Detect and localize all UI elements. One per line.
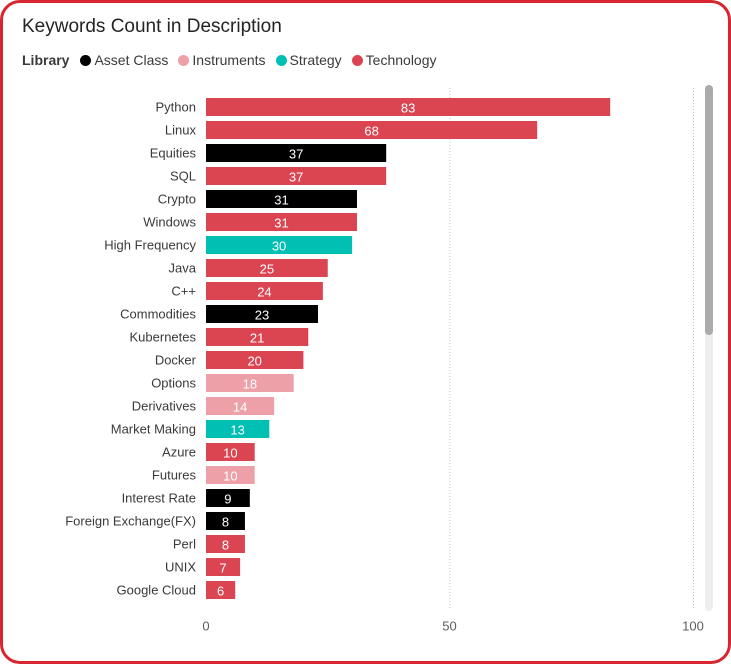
category-label-java: Java	[169, 261, 197, 276]
legend-label-asset-class: Asset Class	[94, 52, 169, 68]
category-label-docker: Docker	[155, 353, 197, 368]
bar-value-label-linux: 68	[364, 124, 378, 139]
bar-value-label-options: 18	[243, 377, 257, 392]
bar-windows[interactable]	[206, 213, 357, 231]
bar-chart-plot: 836837373131302524232120181413101098876 …	[65, 88, 704, 634]
legend-title: Library	[22, 52, 70, 68]
legend: Library Asset Class Instruments Strategy…	[22, 51, 447, 69]
bar-value-label-java: 25	[260, 262, 274, 277]
category-label-perl: Perl	[173, 537, 196, 552]
bar-value-label-cplusplus: 24	[257, 285, 271, 300]
bar-value-label-perl: 8	[222, 538, 229, 553]
bar-value-label-interest-rate: 9	[224, 492, 231, 507]
category-label-google-cloud: Google Cloud	[117, 583, 197, 598]
x-tick-label: 100	[682, 619, 704, 634]
legend-item-asset-class[interactable]: Asset Class	[80, 51, 168, 69]
vertical-scrollbar[interactable]	[705, 85, 713, 611]
bar-value-label-market-making: 13	[230, 423, 244, 438]
bar-kubernetes[interactable]	[206, 328, 309, 346]
bar-value-label-derivatives: 14	[233, 400, 247, 415]
gridlines	[449, 88, 694, 609]
category-label-windows: Windows	[143, 215, 196, 230]
chart-title: Keywords Count in Description	[22, 16, 282, 37]
bar-value-label-unix: 7	[219, 561, 226, 576]
bar-unix[interactable]	[206, 558, 241, 576]
category-label-crypto: Crypto	[158, 192, 196, 207]
bar-value-label-kubernetes: 21	[250, 331, 264, 346]
legend-label-instruments: Instruments	[192, 52, 266, 68]
scrollbar-thumb[interactable]	[705, 85, 713, 335]
legend-marker-instruments	[178, 54, 190, 66]
bar-perl[interactable]	[206, 535, 245, 553]
bar-docker[interactable]	[206, 351, 304, 369]
bar-value-label-azure: 10	[223, 446, 237, 461]
category-label-derivatives: Derivatives	[132, 399, 197, 414]
legend-item-instruments[interactable]: Instruments	[178, 51, 266, 69]
bar-crypto[interactable]	[206, 190, 357, 208]
value-axis: 0 50 100	[202, 619, 703, 634]
bar-value-label-crypto: 31	[274, 193, 288, 208]
x-tick-label: 0	[202, 619, 209, 634]
category-axis: Python Linux Equities SQL Crypto Windows High …	[65, 100, 197, 598]
bar-value-label-windows: 31	[274, 216, 288, 231]
bar-value-label-high-frequency: 30	[272, 239, 286, 254]
category-label-linux: Linux	[165, 123, 197, 138]
category-label-commodities: Commodities	[120, 307, 196, 322]
x-tick-label: 50	[442, 619, 456, 634]
bar-value-label-sql: 37	[289, 170, 303, 185]
category-label-equities: Equities	[150, 146, 197, 161]
category-label-sql: SQL	[170, 169, 196, 184]
bar-value-label-equities: 37	[289, 147, 303, 162]
bar-interest-rate[interactable]	[206, 489, 250, 507]
bar-options[interactable]	[206, 374, 294, 392]
bar-market-making[interactable]	[206, 420, 270, 438]
legend-label-strategy: Strategy	[289, 52, 342, 68]
bar-foreign-exchange-fx[interactable]	[206, 512, 245, 530]
legend-label-technology: Technology	[365, 52, 437, 68]
bar-derivatives[interactable]	[206, 397, 275, 415]
category-label-cplusplus: C++	[171, 284, 196, 299]
bar-value-label-python: 83	[401, 101, 415, 116]
category-label-high-frequency: High Frequency	[104, 238, 196, 253]
bar-value-label-docker: 20	[247, 354, 261, 369]
legend-item-technology[interactable]: Technology	[351, 51, 437, 69]
bar-equities[interactable]	[206, 144, 387, 162]
bar-sql[interactable]	[206, 167, 387, 185]
legend-item-strategy[interactable]: Strategy	[275, 51, 342, 69]
bar-java[interactable]	[206, 259, 328, 277]
category-label-kubernetes: Kubernetes	[130, 330, 197, 345]
bar-commodities[interactable]	[206, 305, 319, 323]
bar-python[interactable]	[206, 98, 611, 116]
bar-google-cloud[interactable]	[206, 581, 236, 599]
bar-value-label-google-cloud: 6	[217, 584, 224, 599]
bar-value-label-futures: 10	[223, 469, 237, 484]
category-label-unix: UNIX	[165, 560, 196, 575]
category-label-market-making: Market Making	[111, 422, 196, 437]
category-label-azure: Azure	[162, 445, 196, 460]
category-label-futures: Futures	[152, 468, 197, 483]
bar-value-label-commodities: 23	[255, 308, 269, 323]
bar-cplusplus[interactable]	[206, 282, 323, 300]
bar-futures[interactable]	[206, 466, 255, 484]
category-label-interest-rate: Interest Rate	[122, 491, 196, 506]
legend-marker-strategy	[275, 54, 287, 66]
category-label-python: Python	[156, 100, 196, 115]
legend-marker-asset-class	[80, 54, 92, 66]
bar-value-label-foreign-exchange-fx: 8	[222, 515, 229, 530]
category-label-options: Options	[151, 376, 196, 391]
bar-high-frequency[interactable]	[206, 236, 353, 254]
bar-linux[interactable]	[206, 121, 538, 139]
legend-marker-technology	[351, 54, 363, 66]
bar-azure[interactable]	[206, 443, 255, 461]
category-label-foreign-exchange-fx: Foreign Exchange(FX)	[65, 514, 196, 529]
